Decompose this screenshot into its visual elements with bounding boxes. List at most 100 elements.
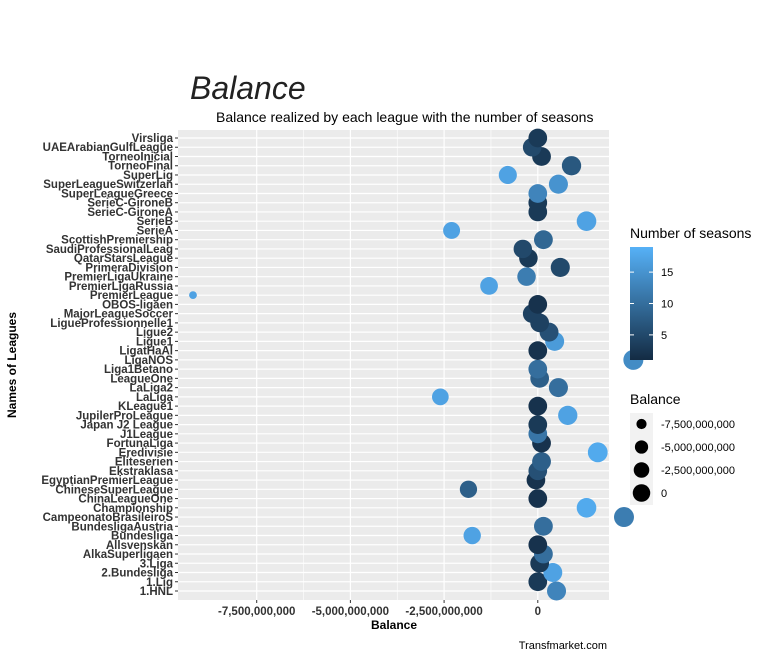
y-tick-label: 2.Bundesliga [101, 568, 173, 580]
y-tick-label: 3.Liga [140, 558, 174, 570]
y-tick-label: SerieC-GironeA [87, 207, 173, 219]
y-tick-label: Allsvenskan [106, 540, 173, 552]
y-tick-label: UAEArabianGulfLeague [43, 142, 173, 154]
y-tick-label: Japan J2 League [80, 420, 173, 432]
color-legend-ticks: 5 10 15 [630, 267, 673, 342]
data-point [459, 480, 478, 498]
data-point [517, 267, 536, 286]
data-point [528, 184, 548, 203]
y-tick-label: Ligue2 [136, 327, 173, 339]
data-point [548, 174, 568, 194]
y-tick-label: J1League [120, 429, 173, 441]
data-point [480, 277, 498, 295]
size-legend-dot [632, 484, 651, 502]
y-tick-label: SuperLeagueGreece [61, 188, 173, 200]
data-point [189, 291, 197, 300]
data-point [498, 165, 517, 185]
y-tick-label: SerieA [137, 225, 173, 237]
size-legend-dot [634, 440, 649, 454]
color-legend: Number of seasons 5 10 15 [630, 225, 751, 360]
y-tick-label: QatarStarsLeague [74, 253, 173, 265]
size-legend-label: -7,500,000,000 [661, 419, 735, 431]
y-axis-ticks: 1.HNL1.Lig2.Bundesliga3.LigaAlkaSuperlig… [41, 133, 178, 598]
y-tick-label: PremierLeague [90, 290, 173, 302]
data-point [558, 405, 578, 425]
y-tick-label: LigueProfessionnelle1 [50, 318, 173, 330]
y-axis-label: Names of Leagues [5, 312, 19, 418]
chart-subtitle: Balance realized by each league with the… [216, 109, 593, 125]
color-legend-label: 5 [661, 330, 667, 342]
data-point [587, 442, 608, 463]
x-tick-label: 0 [535, 606, 541, 618]
size-legend-dot [633, 462, 650, 478]
data-point [561, 156, 582, 176]
data-point [532, 452, 551, 471]
data-point [463, 526, 481, 545]
y-tick-label: Ekstraklasa [109, 466, 174, 478]
y-tick-label: 1.HNL [140, 586, 173, 598]
data-point [534, 230, 553, 250]
data-point [550, 257, 570, 277]
data-point [528, 359, 548, 379]
y-tick-label: SerieB [137, 216, 173, 228]
x-axis-ticks: -7,500,000,000 -5,000,000,000 -2,500,000,0… [218, 600, 541, 618]
y-tick-label: LeagueOne [110, 373, 173, 385]
y-tick-label: ChineseSuperLeague [55, 484, 173, 496]
data-points [189, 128, 644, 601]
y-tick-label: Virsliga [132, 133, 174, 145]
y-tick-label: MajorLeagueSoccer [64, 309, 174, 321]
y-tick-label: LaLiga2 [130, 383, 173, 395]
color-legend-title: Number of seasons [630, 225, 751, 241]
y-tick-label: SuperLig [123, 170, 173, 182]
y-tick-label: Ligue1 [136, 336, 174, 348]
y-tick-label: OBOS-ligaen [102, 299, 173, 311]
y-tick-label: KLeague1 [118, 401, 174, 413]
data-point [528, 341, 548, 360]
color-legend-label: 15 [661, 267, 673, 279]
x-tick-label: -2,500,000,000 [405, 606, 482, 618]
y-tick-label: SerieC-GironeB [87, 198, 173, 210]
size-legend: Balance -7,500,000,000 -5,000,000,000 -2,5… [630, 391, 735, 505]
size-legend-dot [636, 418, 647, 430]
y-tick-label: FortunaLiga [107, 438, 174, 450]
y-tick-label: Bundesliga [111, 531, 174, 543]
chart-title: Balance [190, 70, 306, 106]
data-point [528, 489, 548, 508]
y-tick-label: JupilerProLeague [76, 410, 173, 422]
color-legend-bar [630, 247, 653, 360]
data-point [576, 497, 597, 518]
y-tick-label: Championship [93, 503, 173, 515]
y-tick-label: ChinaLeagueOne [78, 494, 173, 506]
y-tick-label: PremierLigaRussia [69, 281, 174, 293]
y-tick-label: SuperLeagueSwitzerlan [43, 179, 173, 191]
data-point [547, 581, 567, 601]
size-legend-label: -2,500,000,000 [661, 465, 735, 477]
y-tick-label: PremierLigaUkraine [64, 272, 173, 284]
x-tick-label: -7,500,000,000 [218, 606, 295, 618]
y-tick-label: EgyptianPremierLeague [41, 475, 173, 487]
y-tick-label: LaLiga [136, 392, 174, 404]
caption: Transfmarket.com [519, 640, 607, 652]
y-tick-label: LigaNOS [124, 355, 173, 367]
data-point [534, 516, 553, 536]
y-tick-label: LigatHaAl [119, 346, 173, 358]
size-legend-title: Balance [630, 391, 681, 407]
y-tick-label: SaudiProfessionalLeag [46, 244, 173, 256]
y-tick-label: TorneoInicial [102, 151, 173, 163]
data-point [528, 572, 548, 592]
y-tick-label: Liga1Betano [104, 364, 173, 376]
y-tick-label: CampeonatoBrasileiroS [43, 512, 174, 524]
x-tick-label: -5,000,000,000 [312, 606, 389, 618]
y-tick-label: PrimeraDivision [85, 262, 173, 274]
data-point [548, 378, 568, 398]
data-point [443, 221, 461, 239]
y-tick-label: ScottishPremiership [61, 235, 173, 247]
data-point [576, 211, 597, 232]
y-tick-label: 1.Lig [146, 577, 173, 589]
data-point [513, 239, 533, 259]
data-point [528, 128, 548, 148]
color-legend-label: 10 [661, 299, 673, 311]
data-point [528, 535, 548, 555]
size-legend-items: -7,500,000,000 -5,000,000,000 -2,500,000,0… [630, 413, 735, 505]
